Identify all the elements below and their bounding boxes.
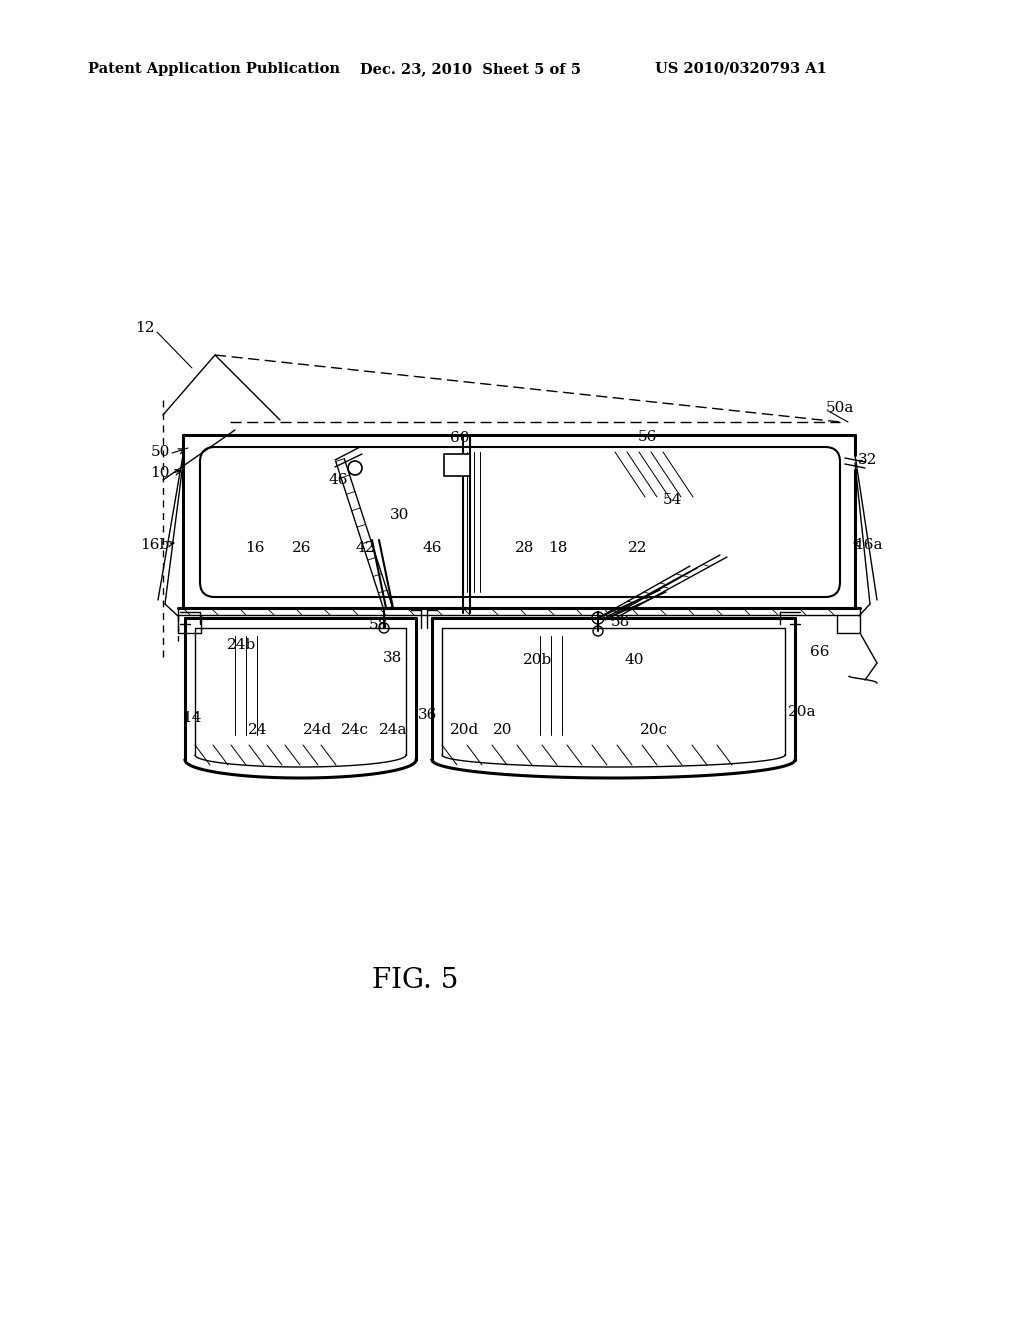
Text: 24a: 24a [379, 723, 408, 737]
Text: 20c: 20c [640, 723, 668, 737]
Text: 14: 14 [182, 711, 202, 725]
Text: 50: 50 [151, 445, 170, 459]
Text: 56: 56 [637, 430, 656, 444]
Text: 46: 46 [329, 473, 348, 487]
Text: 20: 20 [494, 723, 513, 737]
Text: 66: 66 [810, 645, 829, 659]
Text: 12: 12 [135, 321, 155, 335]
Text: 22: 22 [629, 541, 648, 554]
Text: 58: 58 [610, 615, 630, 630]
Text: 54: 54 [663, 492, 682, 507]
Text: 40: 40 [625, 653, 644, 667]
Text: 16b: 16b [140, 539, 170, 552]
Text: 60: 60 [451, 432, 470, 445]
Text: 58: 58 [369, 618, 388, 632]
Text: 46: 46 [422, 541, 441, 554]
Text: 16: 16 [246, 541, 265, 554]
Text: 32: 32 [858, 453, 878, 467]
Text: 20b: 20b [523, 653, 553, 667]
Text: FIG. 5: FIG. 5 [372, 966, 458, 994]
Text: 24: 24 [248, 723, 267, 737]
Text: 24d: 24d [303, 723, 333, 737]
Text: 42: 42 [355, 541, 375, 554]
Text: 30: 30 [390, 508, 410, 521]
FancyBboxPatch shape [200, 447, 840, 597]
Text: 36: 36 [419, 708, 437, 722]
Text: 16a: 16a [854, 539, 883, 552]
Text: 26: 26 [292, 541, 311, 554]
Text: Dec. 23, 2010  Sheet 5 of 5: Dec. 23, 2010 Sheet 5 of 5 [360, 62, 581, 77]
Text: 24b: 24b [227, 638, 257, 652]
Text: US 2010/0320793 A1: US 2010/0320793 A1 [655, 62, 826, 77]
Text: 20d: 20d [451, 723, 479, 737]
Text: 50a: 50a [825, 401, 854, 414]
Bar [444, 454, 470, 477]
Text: 24c: 24c [341, 723, 369, 737]
Text: Patent Application Publication: Patent Application Publication [88, 62, 340, 77]
Text: 20a: 20a [787, 705, 816, 719]
Text: 38: 38 [382, 651, 401, 665]
Text: 28: 28 [515, 541, 535, 554]
Text: 10: 10 [151, 466, 170, 480]
Text: 18: 18 [548, 541, 567, 554]
